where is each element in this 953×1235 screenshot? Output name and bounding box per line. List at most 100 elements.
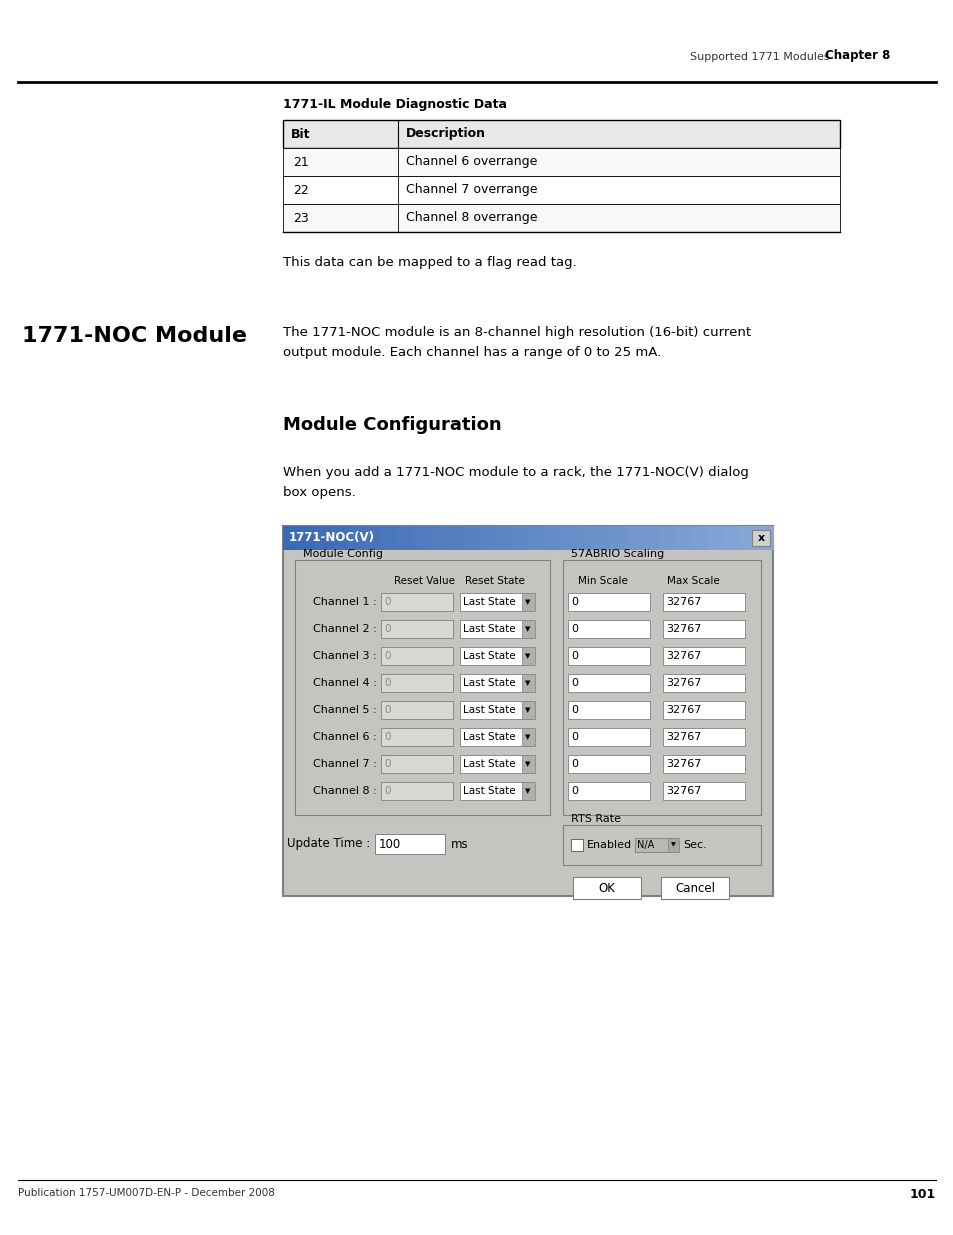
Text: Channel 8 overrange: Channel 8 overrange: [406, 211, 537, 225]
Text: 32767: 32767: [665, 705, 700, 715]
Bar: [751, 530, 769, 546]
Text: Bit: Bit: [291, 127, 310, 141]
Text: 0: 0: [384, 597, 390, 606]
Text: 0: 0: [384, 678, 390, 688]
Bar: [567, 701, 649, 719]
Bar: [478, 526, 496, 550]
Text: Cancel: Cancel: [675, 882, 714, 894]
Text: 32767: 32767: [665, 785, 700, 797]
Text: 0: 0: [571, 678, 578, 688]
Text: Last State: Last State: [462, 705, 515, 715]
Text: 0: 0: [384, 760, 390, 769]
Bar: [521, 620, 535, 638]
Bar: [315, 526, 333, 550]
Bar: [380, 701, 453, 719]
Text: 23: 23: [293, 211, 309, 225]
Text: box opens.: box opens.: [283, 487, 355, 499]
Text: Channel 6 :: Channel 6 :: [313, 732, 376, 742]
Text: 32767: 32767: [665, 624, 700, 634]
Bar: [446, 526, 463, 550]
Bar: [567, 620, 649, 638]
Text: 0: 0: [571, 624, 578, 634]
Text: 0: 0: [384, 732, 390, 742]
Bar: [560, 526, 578, 550]
Text: 101: 101: [909, 1188, 935, 1200]
Text: Channel 7 :: Channel 7 :: [313, 760, 376, 769]
Text: 0: 0: [571, 760, 578, 769]
Bar: [380, 593, 453, 611]
Bar: [459, 727, 532, 746]
Text: N/A: N/A: [637, 840, 654, 850]
Text: 0: 0: [571, 597, 578, 606]
Text: Module Configuration: Module Configuration: [283, 416, 501, 433]
Bar: [459, 755, 532, 773]
Text: 0: 0: [384, 624, 390, 634]
Text: Last State: Last State: [462, 624, 515, 634]
Text: 21: 21: [293, 156, 309, 168]
Bar: [662, 782, 744, 800]
Text: Publication 1757-UM007D-EN-P - December 2008: Publication 1757-UM007D-EN-P - December …: [18, 1188, 274, 1198]
Text: 32767: 32767: [665, 651, 700, 661]
Text: OK: OK: [598, 882, 615, 894]
Text: 0: 0: [384, 705, 390, 715]
Text: Channel 4 :: Channel 4 :: [313, 678, 376, 688]
Bar: [283, 148, 840, 177]
Bar: [396, 526, 415, 550]
Bar: [364, 526, 381, 550]
Text: Description: Description: [406, 127, 485, 141]
Bar: [380, 755, 453, 773]
Text: Channel 5 :: Channel 5 :: [313, 705, 376, 715]
Bar: [573, 877, 640, 899]
Text: ▼: ▼: [525, 706, 530, 713]
Text: ▼: ▼: [525, 599, 530, 605]
Text: 32767: 32767: [665, 732, 700, 742]
Text: 1771-NOC Module: 1771-NOC Module: [22, 326, 247, 346]
Bar: [495, 526, 512, 550]
Text: ▼: ▼: [525, 734, 530, 740]
Bar: [662, 674, 744, 692]
Bar: [662, 647, 744, 664]
Bar: [740, 526, 757, 550]
Text: 22: 22: [293, 184, 309, 196]
Text: Channel 8 :: Channel 8 :: [313, 785, 376, 797]
Text: Last State: Last State: [462, 678, 515, 688]
Text: 57ABRIO Scaling: 57ABRIO Scaling: [571, 550, 663, 559]
Bar: [567, 674, 649, 692]
Text: ▼: ▼: [525, 626, 530, 632]
Bar: [577, 526, 594, 550]
Text: 32767: 32767: [665, 597, 700, 606]
Text: Min Scale: Min Scale: [578, 576, 627, 585]
Bar: [593, 526, 610, 550]
Bar: [567, 647, 649, 664]
Bar: [521, 755, 535, 773]
Text: Last State: Last State: [462, 732, 515, 742]
Text: Supported 1771 Modules: Supported 1771 Modules: [689, 52, 829, 62]
Text: 0: 0: [571, 732, 578, 742]
Bar: [662, 701, 744, 719]
Bar: [459, 674, 532, 692]
Bar: [521, 701, 535, 719]
Bar: [299, 526, 316, 550]
Text: Last State: Last State: [462, 597, 515, 606]
Text: Module Config: Module Config: [303, 550, 382, 559]
Text: Enabled: Enabled: [586, 840, 632, 850]
Text: Channel 7 overrange: Channel 7 overrange: [406, 184, 537, 196]
Bar: [283, 120, 840, 148]
Text: Update Time :: Update Time :: [287, 836, 370, 850]
Bar: [462, 526, 479, 550]
Text: x: x: [757, 534, 763, 543]
Bar: [675, 526, 692, 550]
Bar: [521, 674, 535, 692]
Bar: [375, 834, 444, 853]
Text: Channel 3 :: Channel 3 :: [313, 651, 376, 661]
Bar: [380, 526, 398, 550]
Bar: [348, 526, 365, 550]
Text: The 1771-NOC module is an 8-channel high resolution (16-bit) current: The 1771-NOC module is an 8-channel high…: [283, 326, 750, 338]
Bar: [459, 620, 532, 638]
Bar: [658, 526, 676, 550]
Bar: [562, 825, 760, 864]
Bar: [283, 526, 300, 550]
Bar: [625, 526, 642, 550]
Bar: [567, 727, 649, 746]
Bar: [527, 526, 545, 550]
